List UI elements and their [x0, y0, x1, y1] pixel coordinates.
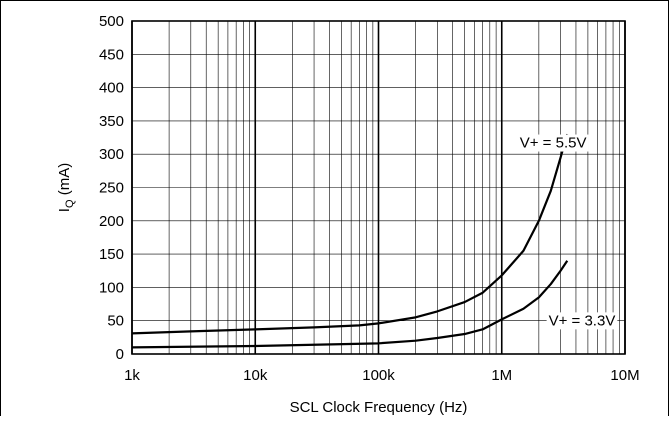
y-tick-label: 100: [99, 279, 124, 296]
y-tick-label: 400: [99, 80, 124, 97]
series-annotation-bg: [546, 312, 618, 330]
y-axis-label-main: I: [56, 208, 73, 212]
series-annotation-bg: [517, 134, 589, 152]
series-annotation-label: V+ = 5.5V: [520, 135, 587, 152]
y-tick-label: 250: [99, 180, 124, 197]
x-tick-label: 10M: [610, 367, 639, 384]
y-axis-label: IQ (mA): [56, 163, 76, 212]
y-tick-labels: 0 50 100 150 200 250 300 350 400 450 500: [99, 13, 124, 363]
series-line-v33: [131, 260, 569, 349]
annotation-layer: V+ = 5.5V V+ = 3.3V: [517, 134, 618, 330]
series-layer: [131, 133, 569, 349]
x-tick-label: 1k: [124, 367, 140, 384]
series-line-v55: [131, 133, 569, 335]
series-annotation-label: V+ = 3.3V: [549, 312, 616, 329]
series-annotation: V+ = 5.5V: [517, 134, 589, 152]
y-tick-label: 200: [99, 213, 124, 230]
series-annotation: V+ = 3.3V: [546, 312, 618, 330]
y-axis-label-subscript: Q: [64, 199, 76, 208]
x-tick-label: 10k: [243, 367, 268, 384]
x-axis-label: SCL Clock Frequency (Hz): [290, 399, 468, 416]
x-tick-label: 1M: [491, 367, 512, 384]
y-tick-label: 150: [99, 246, 124, 263]
plot-area-border: [131, 20, 626, 355]
y-tick-label: 350: [99, 113, 124, 130]
y-tick-label: 450: [99, 46, 124, 63]
y-tick-label: 300: [99, 146, 124, 163]
y-tick-label: 50: [107, 313, 124, 330]
y-tick-label: 0: [116, 346, 124, 363]
y-tick-label: 500: [99, 13, 124, 30]
y-axis-label-unit: (mA): [56, 163, 73, 200]
x-tick-label: 100k: [362, 367, 395, 384]
x-tick-labels: 1k 10k 100k 1M 10M: [124, 367, 640, 384]
